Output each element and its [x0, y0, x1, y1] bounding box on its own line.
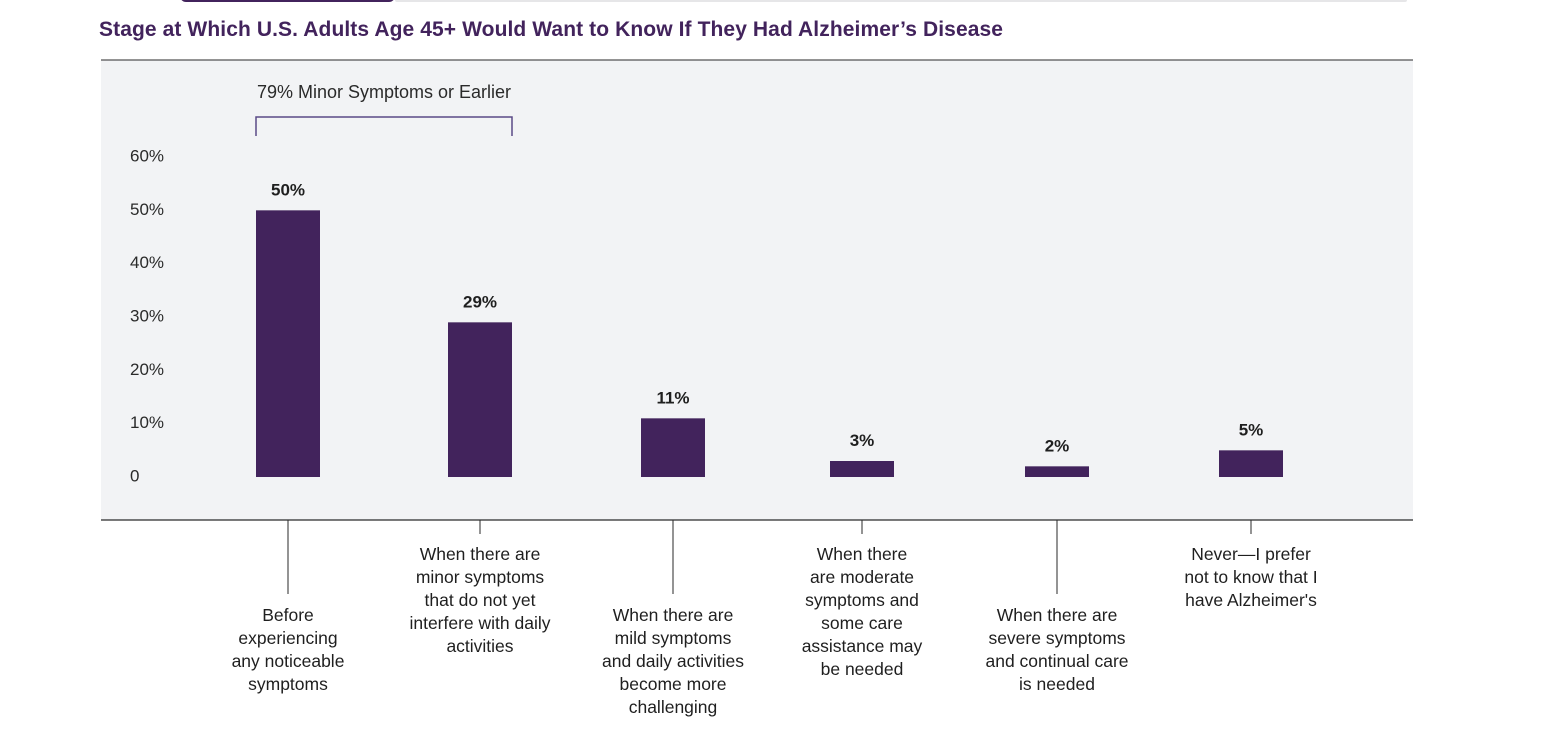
y-tick-label: 0 — [130, 466, 139, 485]
bar — [448, 322, 512, 477]
category-label-line: be needed — [821, 659, 904, 679]
category-label-line: and daily activities — [602, 651, 744, 671]
category-label-line: challenging — [629, 697, 718, 717]
category-label-line: When there are — [613, 605, 734, 625]
y-axis: 0 10% 20% 30% 40% 50% 60% — [130, 146, 164, 485]
chart-title: Stage at Which U.S. Adults Age 45+ Would… — [99, 18, 1004, 41]
category-label-line: symptoms — [248, 674, 328, 694]
bar — [256, 210, 320, 478]
category-label-line: have Alzheimer's — [1185, 590, 1317, 610]
category-label: When there are minor symptoms that do not … — [409, 544, 550, 656]
category-label-line: symptoms and — [805, 590, 919, 610]
category-label: When there are moderate symptoms and some c… — [802, 544, 923, 679]
category-label-line: that do not yet — [425, 590, 536, 610]
value-label: 3% — [850, 431, 875, 450]
category-label-line: activities — [446, 636, 513, 656]
category-label: Never—I prefer not to know that I have Alz… — [1184, 544, 1317, 610]
y-tick-label: 10% — [130, 413, 164, 432]
category-label: When there are mild symptoms and daily act… — [602, 605, 744, 717]
category-label-line: mild symptoms — [615, 628, 732, 648]
y-tick-label: 20% — [130, 360, 164, 379]
bar — [1025, 466, 1089, 477]
category-label-line: When there are — [420, 544, 541, 564]
bar — [830, 461, 894, 477]
y-tick-label: 40% — [130, 253, 164, 272]
category-label: Before experiencing any noticeable symptoms — [232, 605, 345, 694]
bracket-line — [255, 116, 513, 136]
category-label-line: severe symptoms — [988, 628, 1125, 648]
y-tick-label: 50% — [130, 200, 164, 219]
bracket-annotation: 79% Minor Symptoms or Earlier — [255, 82, 513, 136]
category-label-line: assistance may — [802, 636, 923, 656]
category-label-line: become more — [620, 674, 727, 694]
top-tab-decoration — [180, 0, 395, 2]
bar — [641, 418, 705, 477]
bracket-label: 79% Minor Symptoms or Earlier — [257, 82, 511, 102]
y-tick-label: 30% — [130, 306, 164, 325]
category-label-line: some care — [821, 613, 903, 633]
category-label-line: When there are — [997, 605, 1118, 625]
top-rule-decoration — [395, 0, 1407, 2]
value-label: 5% — [1239, 420, 1264, 439]
category-label-line: any noticeable — [232, 651, 345, 671]
category-label-line: interfere with daily — [409, 613, 550, 633]
value-label: 29% — [463, 292, 497, 311]
bar — [1219, 450, 1283, 477]
category-label: When there are severe symptoms and continu… — [985, 605, 1128, 694]
category-label-line: are moderate — [810, 567, 914, 587]
category-label-line: minor symptoms — [416, 567, 545, 587]
category-label-line: is needed — [1019, 674, 1095, 694]
category-label-line: When there — [817, 544, 907, 564]
value-label: 2% — [1045, 436, 1070, 455]
bars: 50% 29% 11% 3% 2% 5% — [256, 180, 1283, 478]
category-label-line: experiencing — [238, 628, 337, 648]
category-label-line: and continual care — [985, 651, 1128, 671]
value-label: 11% — [656, 388, 689, 407]
category-label-line: Before — [262, 605, 314, 625]
category-label-line: Never—I prefer — [1191, 544, 1311, 564]
value-label: 50% — [271, 180, 305, 199]
category-labels: Before experiencing any noticeable symptoms… — [232, 520, 1318, 717]
y-tick-label: 60% — [130, 146, 164, 165]
category-label-line: not to know that I — [1184, 567, 1317, 587]
